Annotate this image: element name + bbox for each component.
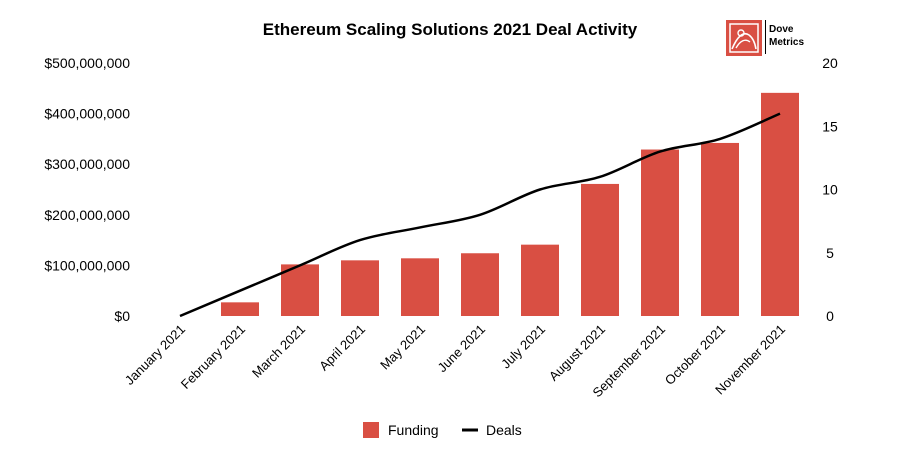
left-axis-tick-label: $500,000,000: [44, 55, 130, 71]
funding-bar: [341, 260, 379, 316]
logo-text: Dove Metrics: [769, 23, 804, 49]
right-axis-tick-label: 5: [826, 245, 834, 261]
funding-bar: [281, 264, 319, 316]
left-axis-ticks: $0 $100,000,000 $200,000,000 $300,000,000 $4…: [44, 55, 130, 324]
x-axis-tick-label: April 2021: [316, 322, 368, 374]
x-axis-tick-label: January 2021: [122, 322, 188, 388]
funding-bar: [221, 302, 259, 316]
logo-text-line2: Metrics: [769, 37, 805, 48]
logo-divider: [765, 20, 766, 54]
funding-bar: [641, 149, 679, 316]
left-axis-tick-label: $0: [114, 308, 130, 324]
funding-bar: [401, 258, 439, 316]
left-axis-tick-label: $300,000,000: [44, 156, 130, 172]
funding-bar: [461, 253, 499, 316]
legend: Funding Deals: [363, 422, 522, 438]
legend-swatch-funding: [363, 422, 379, 438]
funding-bar: [581, 183, 619, 316]
bars-group: [221, 92, 799, 316]
right-axis-tick-label: 20: [822, 55, 838, 71]
logo-text-line1: Dove: [769, 24, 794, 35]
right-axis-tick-label: 15: [822, 118, 838, 134]
dove-metrics-logo: Dove Metrics: [726, 20, 826, 56]
legend-label-funding: Funding: [388, 422, 439, 438]
right-axis-tick-label: 0: [826, 308, 834, 324]
x-axis-tick-label: May 2021: [377, 322, 428, 373]
x-axis-tick-label: March 2021: [249, 322, 308, 381]
funding-bar: [701, 142, 739, 316]
right-axis-ticks: 0 5 10 15 20: [822, 55, 838, 324]
dove-metrics-logo-icon: [726, 20, 762, 56]
right-axis-tick-label: 10: [822, 182, 838, 198]
x-axis-tick-label: February 2021: [178, 322, 248, 392]
chart-title: Ethereum Scaling Solutions 2021 Deal Act…: [262, 20, 638, 39]
funding-bar: [521, 244, 559, 316]
x-axis-tick-label: July 2021: [498, 322, 548, 372]
left-axis-tick-label: $200,000,000: [44, 207, 130, 223]
deals-line: [179, 112, 781, 318]
left-axis-tick-label: $400,000,000: [44, 106, 130, 122]
deals-line-group: [179, 112, 781, 318]
x-axis-tick-label: June 2021: [435, 322, 489, 376]
legend-label-deals: Deals: [486, 422, 522, 438]
x-axis-tick-label: August 2021: [546, 322, 608, 384]
funding-bar: [761, 92, 799, 316]
left-axis-tick-label: $100,000,000: [44, 257, 130, 273]
x-axis-tick-label: October 2021: [662, 322, 728, 388]
